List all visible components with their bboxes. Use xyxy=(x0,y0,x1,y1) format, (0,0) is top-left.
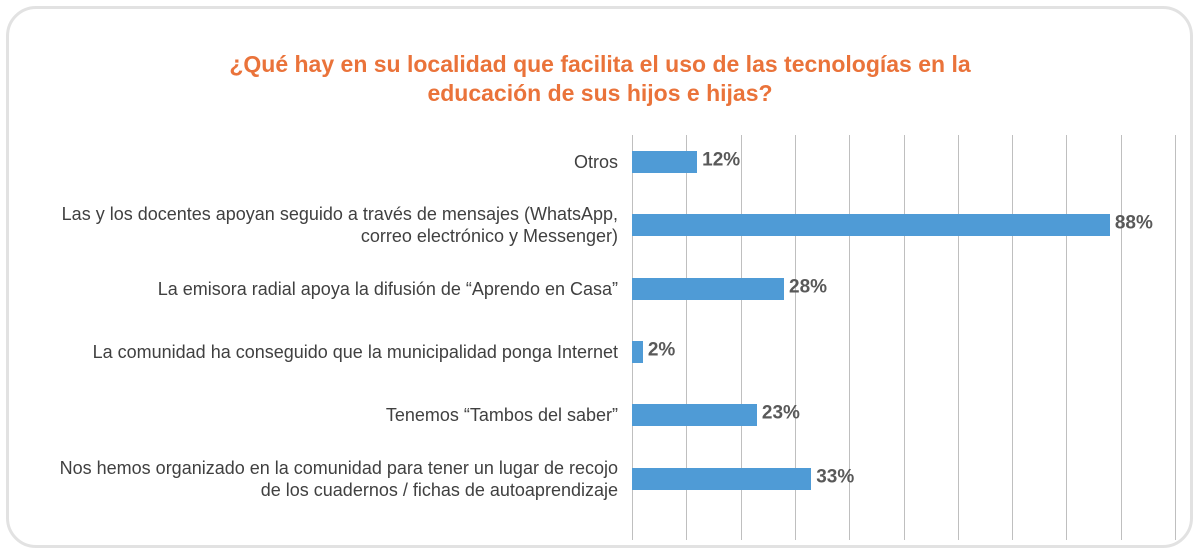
grid-line xyxy=(1066,135,1068,540)
category-label: La emisora radial apoya la difusión de “… xyxy=(157,278,618,299)
grid-line xyxy=(1120,135,1122,540)
grid-line xyxy=(686,135,688,540)
grid-line xyxy=(957,135,959,540)
value-label: 28% xyxy=(789,276,828,298)
category-label: Otros xyxy=(573,151,618,172)
grid-line xyxy=(849,135,851,540)
grid-line xyxy=(903,135,905,540)
value-label: 33% xyxy=(816,466,855,488)
category-label: Las y los docentes apoyan seguido a trav… xyxy=(61,204,618,247)
value-label: 12% xyxy=(702,149,741,171)
grid-line xyxy=(794,135,796,540)
bar xyxy=(632,467,812,490)
bar xyxy=(632,150,698,173)
grid-line xyxy=(740,135,742,540)
category-label: La comunidad ha conseguido que la munici… xyxy=(92,341,618,362)
bar xyxy=(632,340,643,363)
grid-line xyxy=(1175,135,1176,540)
category-label: Nos hemos organizado en la comunidad par… xyxy=(59,457,618,500)
grid-line xyxy=(1012,135,1014,540)
category-label: Tenemos “Tambos del saber” xyxy=(385,405,618,426)
card xyxy=(6,6,1193,548)
grid-line xyxy=(632,135,633,540)
bar xyxy=(632,404,757,427)
value-label: 23% xyxy=(761,402,800,424)
value-label: 88% xyxy=(1114,212,1153,234)
value-label: 2% xyxy=(647,339,676,361)
bar xyxy=(632,214,1110,237)
bar xyxy=(632,277,785,300)
chart-title: ¿Qué hay en su localidad que facilita el… xyxy=(229,51,971,106)
